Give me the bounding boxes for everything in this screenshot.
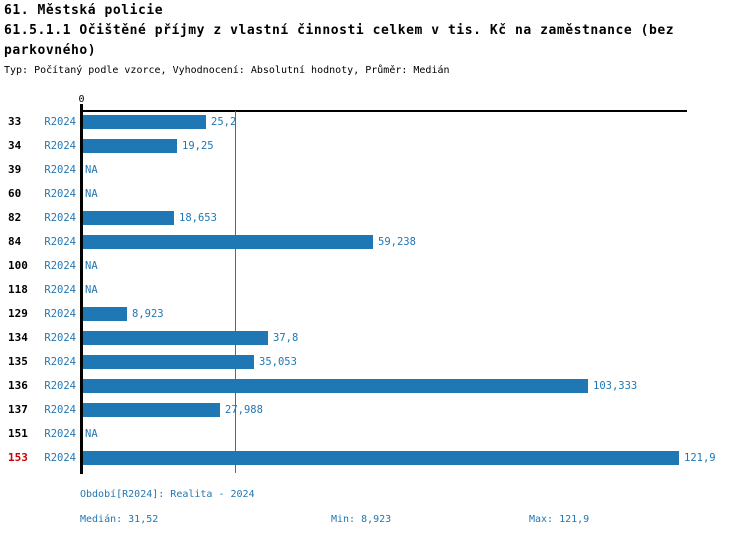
row-period-label: R2024 [44,380,76,392]
footer-median-label: Medián: 31,52 [80,514,159,525]
bar-value-label: 35,053 [259,356,297,368]
row-period-label: R2024 [44,164,76,176]
row-period-label: R2024 [44,452,76,464]
row-category-label: 60 [8,187,22,200]
row-category-label: 153 [8,451,28,464]
row-period-label: R2024 [44,332,76,344]
row-category-label: 33 [8,115,22,128]
bar-value-label: NA [85,164,98,176]
row-period-label: R2024 [44,116,76,128]
chart-title-line2: parkovného) [4,43,97,58]
row-period-label: R2024 [44,212,76,224]
row-period-label: R2024 [44,260,76,272]
zero-axis-line [80,104,83,474]
row-period-label: R2024 [44,308,76,320]
bar-value-label: 18,653 [179,212,217,224]
bar-value-label: NA [85,260,98,272]
chart-title-line1: 61.5.1.1 Očištěné příjmy z vlastní činno… [4,23,675,38]
row-category-label: 137 [8,403,28,416]
bar [83,211,174,225]
row-period-label: R2024 [44,140,76,152]
row-category-label: 39 [8,163,22,176]
bar [83,451,679,465]
axis-zero-tick-label: 0 [78,94,85,105]
bar-value-label: 27,988 [225,404,263,416]
row-period-label: R2024 [44,284,76,296]
bar [83,403,220,417]
row-period-label: R2024 [44,236,76,248]
row-period-label: R2024 [44,356,76,368]
row-category-label: 134 [8,331,28,344]
page-title: 61. Městská policie [4,3,164,18]
chart-subtitle: Typ: Počítaný podle vzorce, Vyhodnocení:… [4,65,450,76]
bar [83,115,206,129]
row-category-label: 84 [8,235,22,248]
bar-value-label: 19,25 [182,140,214,152]
row-category-label: 34 [8,139,22,152]
bar-value-label: 25,2 [211,116,237,128]
bar-value-label: NA [85,284,98,296]
bar [83,307,127,321]
footer-min-label: Min: 8,923 [331,514,392,525]
row-category-label: 129 [8,307,28,320]
bar-value-label: 37,8 [273,332,299,344]
bar-value-label: 59,238 [378,236,416,248]
top-axis-line [80,110,687,112]
footer-period-note: Období[R2024]: Realita - 2024 [80,489,255,500]
median-line [235,111,236,473]
row-period-label: R2024 [44,428,76,440]
row-category-label: 135 [8,355,28,368]
row-period-label: R2024 [44,188,76,200]
bar-value-label: 103,333 [593,380,638,392]
row-category-label: 151 [8,427,28,440]
row-category-label: 82 [8,211,22,224]
footer-max-label: Max: 121,9 [529,514,590,525]
bar-value-label: NA [85,188,98,200]
bar [83,331,268,345]
bar [83,355,254,369]
bar [83,235,373,249]
bar [83,379,588,393]
row-category-label: 118 [8,283,28,296]
row-period-label: R2024 [44,404,76,416]
bar-value-label: NA [85,428,98,440]
bar-value-label: 121,9 [684,452,716,464]
row-category-label: 136 [8,379,28,392]
bar-value-label: 8,923 [132,308,164,320]
row-category-label: 100 [8,259,28,272]
bar [83,139,177,153]
